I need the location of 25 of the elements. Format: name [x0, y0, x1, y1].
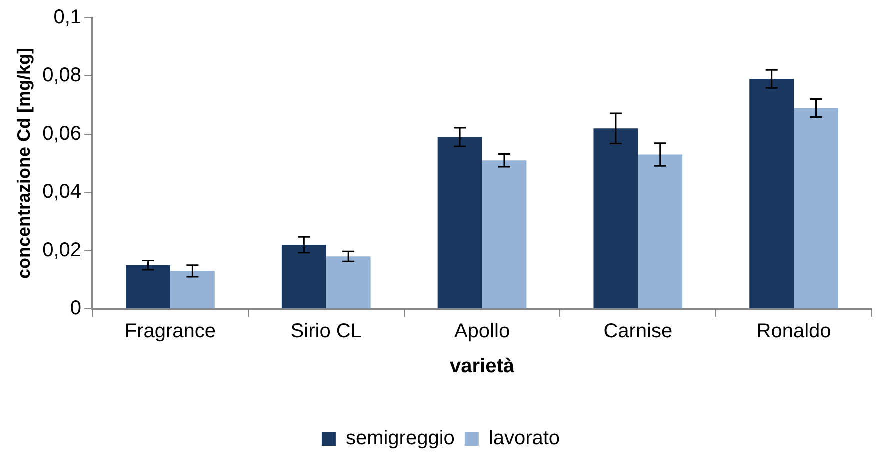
y-tick-label: 0,02 [42, 239, 82, 262]
bar [750, 79, 794, 308]
y-tick-label: 0,04 [42, 181, 82, 204]
y-tick-label: 0,1 [54, 6, 82, 29]
legend-label: lavorato [488, 428, 560, 450]
x-axis-title: varietà [450, 356, 516, 378]
y-tick-label: 0,06 [42, 122, 82, 145]
x-tick-label: Carnise [604, 320, 673, 343]
bar [794, 108, 838, 308]
bar [438, 137, 482, 308]
x-tick-label: Fragrance [124, 320, 216, 343]
bar [594, 128, 638, 308]
bar [170, 271, 215, 308]
bar [482, 160, 527, 308]
bar [638, 154, 683, 308]
legend-label: semigreggio [346, 428, 455, 450]
bar [126, 265, 170, 308]
y-tick-label: 0,08 [42, 64, 82, 87]
y-tick-label: 0 [70, 298, 82, 320]
bar [282, 244, 326, 308]
y-axis-title: concentrazione Cd [mg/kg] [14, 48, 34, 280]
x-tick-label: Ronaldo [756, 320, 832, 343]
x-tick-label: Apollo [454, 320, 510, 343]
bar [326, 256, 371, 308]
x-tick-label: Sirio CL [290, 320, 362, 343]
